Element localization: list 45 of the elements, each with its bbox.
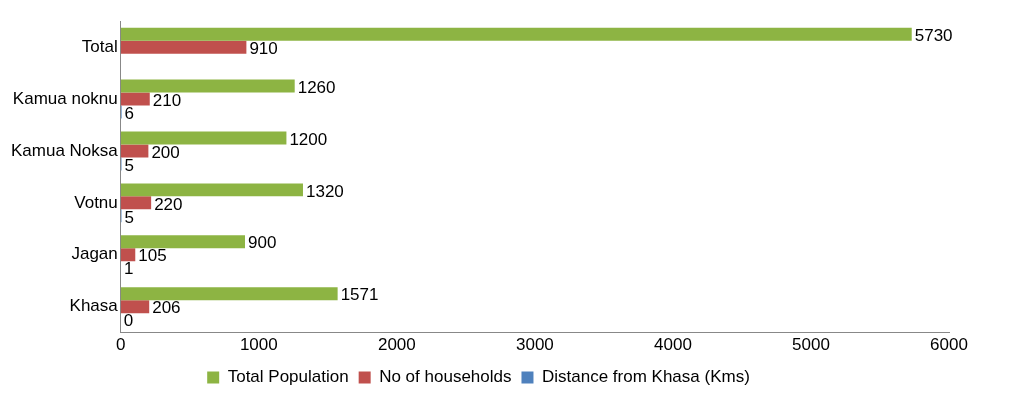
data-label: 206 [152,298,181,318]
legend-label: Total Population [227,367,349,387]
y-tick-label: Jagan [71,244,118,264]
data-label: 1320 [305,181,344,201]
data-label: 900 [248,233,277,253]
data-label: 1 [123,259,134,279]
y-tick-label: Khasa [69,296,119,316]
y-tick-label: Votnu [74,192,118,212]
x-tick-label: 4000 [654,335,692,355]
bar [120,92,150,106]
data-label: 0 [123,311,134,331]
data-label: 200 [151,142,180,162]
x-tick-label: 3000 [515,335,554,355]
x-tick-label: 2000 [377,335,416,355]
bar [120,144,149,158]
bar [120,131,287,145]
bar [120,287,338,301]
data-label: 910 [249,38,278,58]
x-tick-label: 0 [116,335,126,355]
bar [120,235,246,249]
data-label: 1571 [340,285,379,305]
data-label: 5 [124,155,134,175]
bar [120,79,295,93]
data-label: 1260 [297,77,336,97]
bar [120,300,150,314]
data-label: 1200 [289,129,328,149]
x-tick-label: 6000 [930,335,968,355]
bar [120,248,136,262]
x-tick-label: 1000 [239,335,278,355]
bar [120,196,152,210]
legend-label: No of households [379,367,512,387]
bar [120,40,247,54]
bar [120,27,912,41]
data-label: 5 [124,207,134,227]
y-tick-label: Kamua noknu [12,88,118,108]
data-label: 105 [138,246,167,266]
legend-label: Distance from Khasa (Kms) [541,367,750,387]
data-label: 220 [154,194,183,214]
data-label: 5730 [914,25,953,45]
y-tick-label: Kamua Noksa [10,140,119,160]
data-label: 210 [152,90,182,110]
bar [120,183,303,197]
x-tick-label: 5000 [792,335,830,355]
data-label: 6 [124,103,135,123]
y-tick-label: Total [81,36,118,56]
